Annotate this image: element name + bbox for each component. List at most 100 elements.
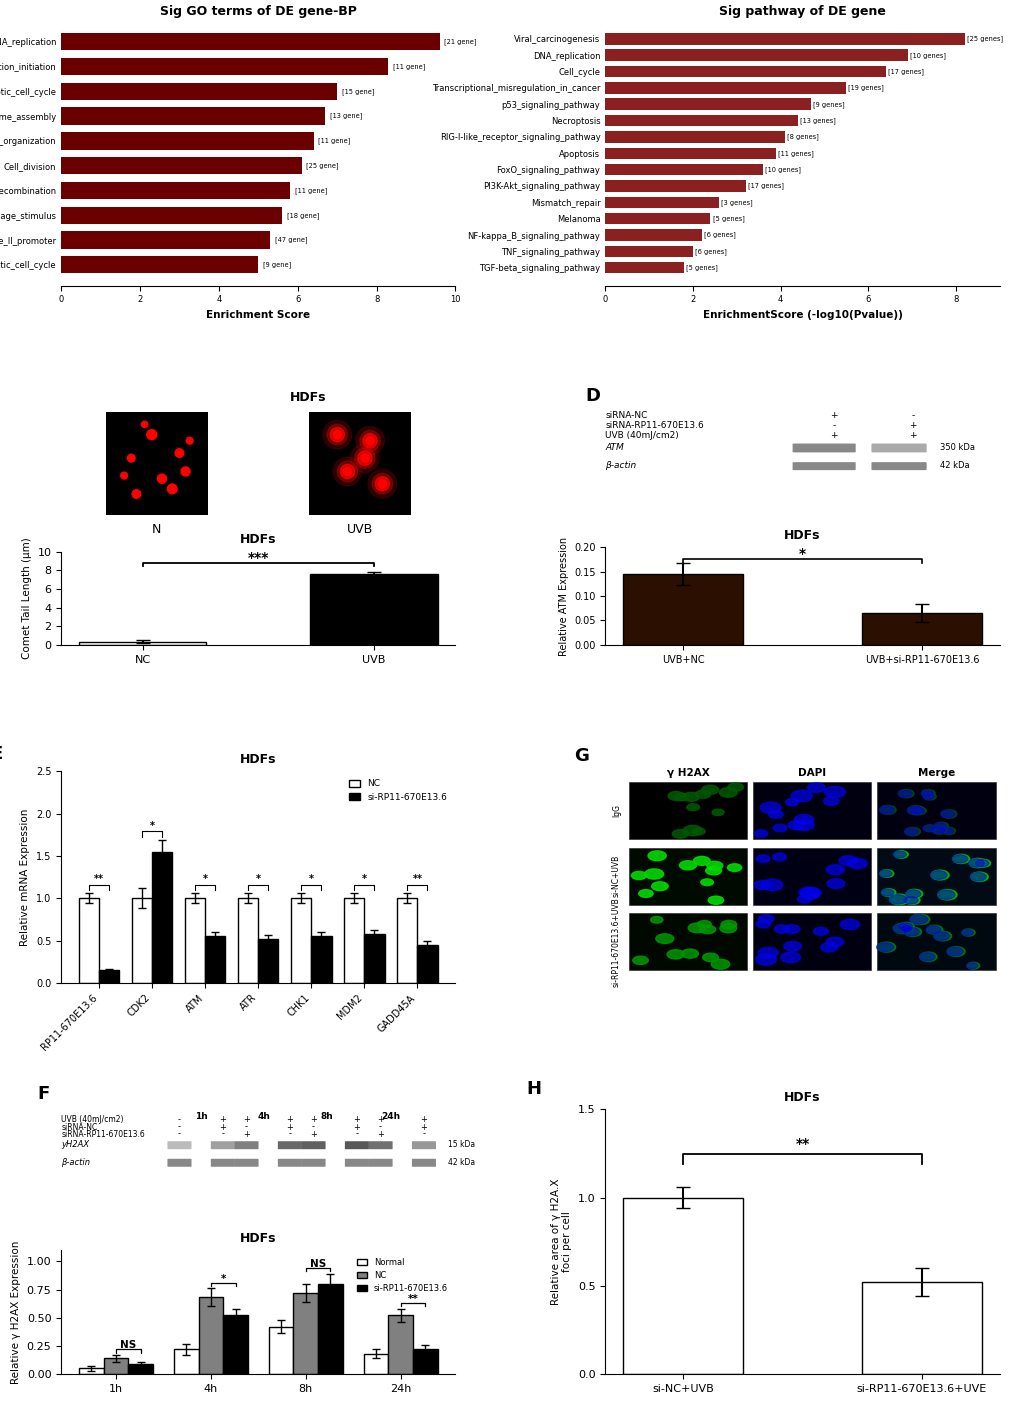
- Text: siRNA-RP11-670E13.6: siRNA-RP11-670E13.6: [604, 421, 703, 430]
- Circle shape: [911, 808, 925, 815]
- Text: -: -: [288, 1130, 291, 1138]
- Text: [11 gene]: [11 gene]: [294, 186, 327, 193]
- FancyBboxPatch shape: [344, 1159, 369, 1166]
- Text: -: -: [177, 1116, 180, 1124]
- Y-axis label: Relative ATM Expression: Relative ATM Expression: [558, 537, 568, 656]
- Text: *: *: [309, 875, 314, 885]
- Circle shape: [681, 949, 698, 958]
- Circle shape: [355, 447, 375, 468]
- Circle shape: [893, 851, 906, 858]
- Circle shape: [930, 827, 944, 834]
- Text: NS: NS: [120, 1340, 137, 1350]
- Title: HDFs: HDFs: [784, 529, 820, 543]
- Text: H: H: [526, 1080, 541, 1098]
- Text: +: +: [243, 1116, 250, 1124]
- Y-axis label: Relative mRNA Expression: Relative mRNA Expression: [20, 809, 31, 946]
- Bar: [363, 1354, 388, 1374]
- Circle shape: [946, 948, 962, 956]
- Circle shape: [930, 871, 948, 880]
- Bar: [61, 83, 337, 100]
- Text: N: N: [152, 523, 161, 536]
- Circle shape: [120, 472, 127, 479]
- Text: -: -: [221, 1130, 224, 1138]
- Circle shape: [710, 959, 729, 969]
- Title: Sig GO terms of DE gene-BP: Sig GO terms of DE gene-BP: [160, 6, 357, 18]
- Text: [6 genes]: [6 genes]: [694, 248, 727, 255]
- Circle shape: [911, 808, 923, 815]
- Circle shape: [919, 952, 936, 962]
- Circle shape: [351, 444, 379, 472]
- Circle shape: [802, 890, 818, 899]
- Text: [8 genes]: [8 genes]: [787, 133, 818, 140]
- Text: [47 gene]: [47 gene]: [275, 237, 307, 244]
- Text: 350 kDa: 350 kDa: [940, 443, 974, 451]
- Text: D: D: [585, 387, 600, 405]
- Bar: [604, 66, 884, 77]
- Circle shape: [333, 430, 341, 439]
- Circle shape: [647, 851, 665, 861]
- Bar: [79, 899, 99, 983]
- Circle shape: [330, 428, 344, 442]
- Circle shape: [127, 454, 135, 463]
- Bar: [269, 1326, 293, 1374]
- FancyBboxPatch shape: [167, 1159, 192, 1166]
- Circle shape: [920, 789, 932, 796]
- Bar: [396, 899, 417, 983]
- Text: si-RP11-670E13.6+UVB: si-RP11-670E13.6+UVB: [611, 897, 621, 987]
- Text: siRNA-NC: siRNA-NC: [604, 411, 647, 421]
- Circle shape: [683, 826, 702, 836]
- Text: **: **: [408, 1294, 418, 1304]
- Text: +: +: [286, 1123, 293, 1131]
- Circle shape: [711, 809, 723, 816]
- Bar: [417, 945, 437, 983]
- Text: [19 genes]: [19 genes]: [848, 84, 883, 91]
- Circle shape: [655, 934, 674, 944]
- Text: 1h: 1h: [195, 1112, 207, 1122]
- Bar: [604, 34, 964, 45]
- Circle shape: [901, 925, 911, 931]
- Circle shape: [719, 924, 736, 932]
- Circle shape: [933, 823, 946, 829]
- Text: *: *: [256, 875, 261, 885]
- FancyBboxPatch shape: [211, 1159, 234, 1166]
- Bar: [604, 213, 710, 224]
- Text: *: *: [362, 875, 367, 885]
- Text: 24h: 24h: [380, 1112, 399, 1122]
- Bar: [604, 230, 701, 241]
- Circle shape: [929, 871, 946, 879]
- Text: -: -: [177, 1130, 180, 1138]
- Text: β-actin: β-actin: [604, 461, 636, 470]
- Bar: [604, 245, 692, 257]
- Bar: [61, 34, 439, 50]
- Text: si-NC+UVB: si-NC+UVB: [611, 855, 621, 897]
- Circle shape: [666, 949, 684, 959]
- Circle shape: [356, 426, 384, 456]
- Circle shape: [826, 879, 844, 889]
- Circle shape: [925, 925, 942, 934]
- Text: ATM: ATM: [604, 443, 624, 451]
- Circle shape: [791, 791, 811, 802]
- Circle shape: [878, 806, 894, 813]
- Text: [6 genes]: [6 genes]: [703, 231, 735, 238]
- Circle shape: [175, 449, 183, 457]
- Circle shape: [707, 896, 722, 904]
- Circle shape: [340, 464, 355, 478]
- Circle shape: [970, 872, 987, 882]
- Circle shape: [705, 866, 720, 875]
- Circle shape: [132, 489, 141, 498]
- Circle shape: [758, 914, 773, 923]
- Bar: [99, 970, 119, 983]
- Bar: [629, 782, 747, 838]
- Bar: [629, 913, 747, 970]
- Bar: [205, 937, 225, 983]
- Circle shape: [360, 430, 380, 451]
- Text: 4h: 4h: [258, 1112, 270, 1122]
- Bar: [604, 49, 907, 60]
- Text: siRNA-RP11-670E13.6: siRNA-RP11-670E13.6: [61, 1130, 145, 1138]
- Circle shape: [822, 796, 839, 805]
- Circle shape: [686, 803, 699, 810]
- Bar: [343, 899, 364, 983]
- Circle shape: [638, 890, 652, 897]
- Bar: [604, 262, 684, 273]
- Bar: [293, 1293, 318, 1374]
